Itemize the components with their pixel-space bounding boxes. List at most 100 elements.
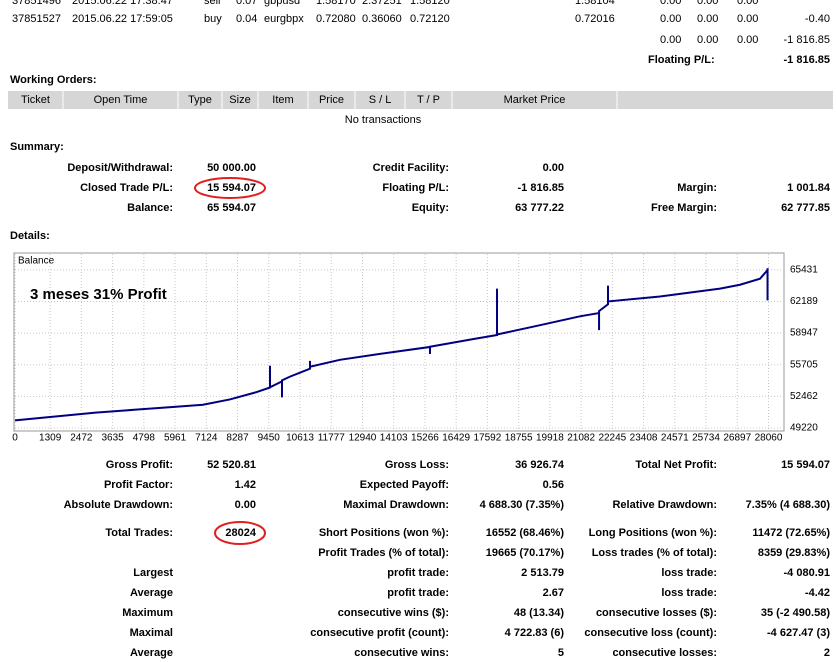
x-tick-label: 1309: [39, 433, 62, 444]
x-tick-label: 25734: [692, 433, 720, 444]
position-cell: 2.37251: [362, 0, 402, 7]
label: consecutive losses:: [612, 647, 717, 659]
y-tick-label: 65431: [790, 264, 818, 275]
position-cell: 2015.06.22 17:38:47: [72, 0, 173, 7]
position-cell: eurgbpx: [264, 13, 304, 25]
position-cell: 0.00: [737, 13, 758, 25]
x-tick-label: 7124: [195, 433, 218, 444]
chart-frame: [13, 252, 785, 432]
label: Balance:: [127, 202, 173, 214]
label: Profit Trades (% of total):: [318, 547, 449, 559]
column-header: S / L: [369, 94, 392, 106]
value: 8359 (29.83%): [758, 547, 830, 559]
value: 2.67: [543, 587, 564, 599]
label: Closed Trade P/L:: [80, 182, 173, 194]
position-cell: -0.40: [805, 13, 830, 25]
value: 48 (13.34): [514, 607, 564, 619]
value: 1.42: [235, 479, 256, 491]
value: 62 777.85: [781, 202, 830, 214]
x-tick-label: 11777: [318, 433, 346, 444]
y-tick-label: 49220: [790, 423, 818, 434]
value: 5: [558, 647, 564, 659]
label: consecutive losses ($):: [596, 607, 717, 619]
position-cell: 1.58104: [575, 0, 615, 7]
column-header: Item: [272, 94, 293, 106]
position-cell: -1 816.85: [784, 34, 830, 46]
value: 0.56: [543, 479, 564, 491]
value: 16552 (68.46%): [486, 527, 565, 539]
highlight: [194, 177, 266, 199]
position-cell: gbpusd: [264, 0, 300, 7]
position-cell: Floating P/L:: [648, 54, 715, 66]
x-tick-label: 2472: [70, 433, 93, 444]
position-cell: 0.00: [737, 0, 758, 7]
value: 50 000.00: [207, 162, 256, 174]
value: 63 777.22: [515, 202, 564, 214]
x-tick-label: 10613: [286, 433, 314, 444]
position-cell: 0.00: [697, 13, 718, 25]
y-tick-label: 62189: [790, 296, 818, 307]
value: 65 594.07: [207, 202, 256, 214]
column-header: Market Price: [504, 94, 566, 106]
label: Largest: [133, 567, 173, 579]
label: consecutive wins ($):: [338, 607, 449, 619]
y-tick-label: 58947: [790, 328, 818, 339]
position-cell: buy: [204, 13, 222, 25]
x-tick-label: 21082: [567, 433, 595, 444]
position-cell: 0.04: [236, 13, 257, 25]
label: Maximum: [122, 607, 173, 619]
position-cell: 0.00: [697, 0, 718, 7]
highlight: [214, 521, 266, 545]
position-cell: 0.72120: [410, 13, 450, 25]
label: Absolute Drawdown:: [64, 499, 173, 511]
x-tick-label: 9450: [258, 433, 281, 444]
column-header: Ticket: [21, 94, 50, 106]
position-cell: 0.00: [660, 0, 681, 7]
label: Gross Profit:: [106, 459, 173, 471]
label: Maximal: [130, 627, 173, 639]
position-cell: 0.00: [697, 34, 718, 46]
label: Average: [130, 587, 173, 599]
annotation: 3 meses 31% Profit: [30, 286, 167, 303]
x-tick-label: 12940: [349, 433, 377, 444]
label: loss trade:: [661, 587, 717, 599]
position-cell: 0.00: [660, 34, 681, 46]
label: Short Positions (won %):: [319, 527, 449, 539]
x-tick-label: 0: [12, 433, 18, 444]
empty-note: No transactions: [345, 114, 422, 126]
legend-entry: Balance: [18, 256, 55, 267]
x-tick-label: 5961: [164, 433, 187, 444]
label: consecutive profit (count):: [310, 627, 449, 639]
value: 0.00: [543, 162, 564, 174]
value: 36 926.74: [515, 459, 565, 471]
section-title: Summary:: [10, 141, 64, 153]
position-cell: 1.58120: [410, 0, 450, 7]
position-cell: 0.00: [660, 13, 681, 25]
label: Margin:: [677, 182, 717, 194]
label: Expected Payoff:: [360, 479, 449, 491]
label: loss trade:: [661, 567, 717, 579]
column-header: Price: [319, 94, 344, 106]
value: -4.42: [805, 587, 830, 599]
position-cell: 0.07: [236, 0, 257, 7]
value: 2: [824, 647, 830, 659]
x-tick-label: 19918: [536, 433, 564, 444]
label: Credit Facility:: [373, 162, 449, 174]
position-cell: sell: [204, 0, 221, 7]
column-header: Size: [229, 94, 250, 106]
position-cell: 2015.06.22 17:59:05: [72, 13, 173, 25]
column-header: Open Time: [94, 94, 148, 106]
balance-line: [14, 267, 769, 422]
value: 2 513.79: [521, 567, 564, 579]
x-tick-label: 3635: [101, 433, 124, 444]
x-tick-label: 28060: [755, 433, 783, 444]
section-title: Details:: [10, 230, 50, 242]
label: Long Positions (won %):: [589, 527, 717, 539]
value: 7.35% (4 688.30): [746, 499, 831, 511]
value: 15 594.07: [207, 182, 256, 194]
value: 28024: [225, 527, 256, 539]
position-cell: 0.72016: [575, 13, 615, 25]
value: 11472 (72.65%): [752, 527, 830, 539]
position-cell: 1.58170: [316, 0, 356, 7]
label: Average: [130, 647, 173, 659]
